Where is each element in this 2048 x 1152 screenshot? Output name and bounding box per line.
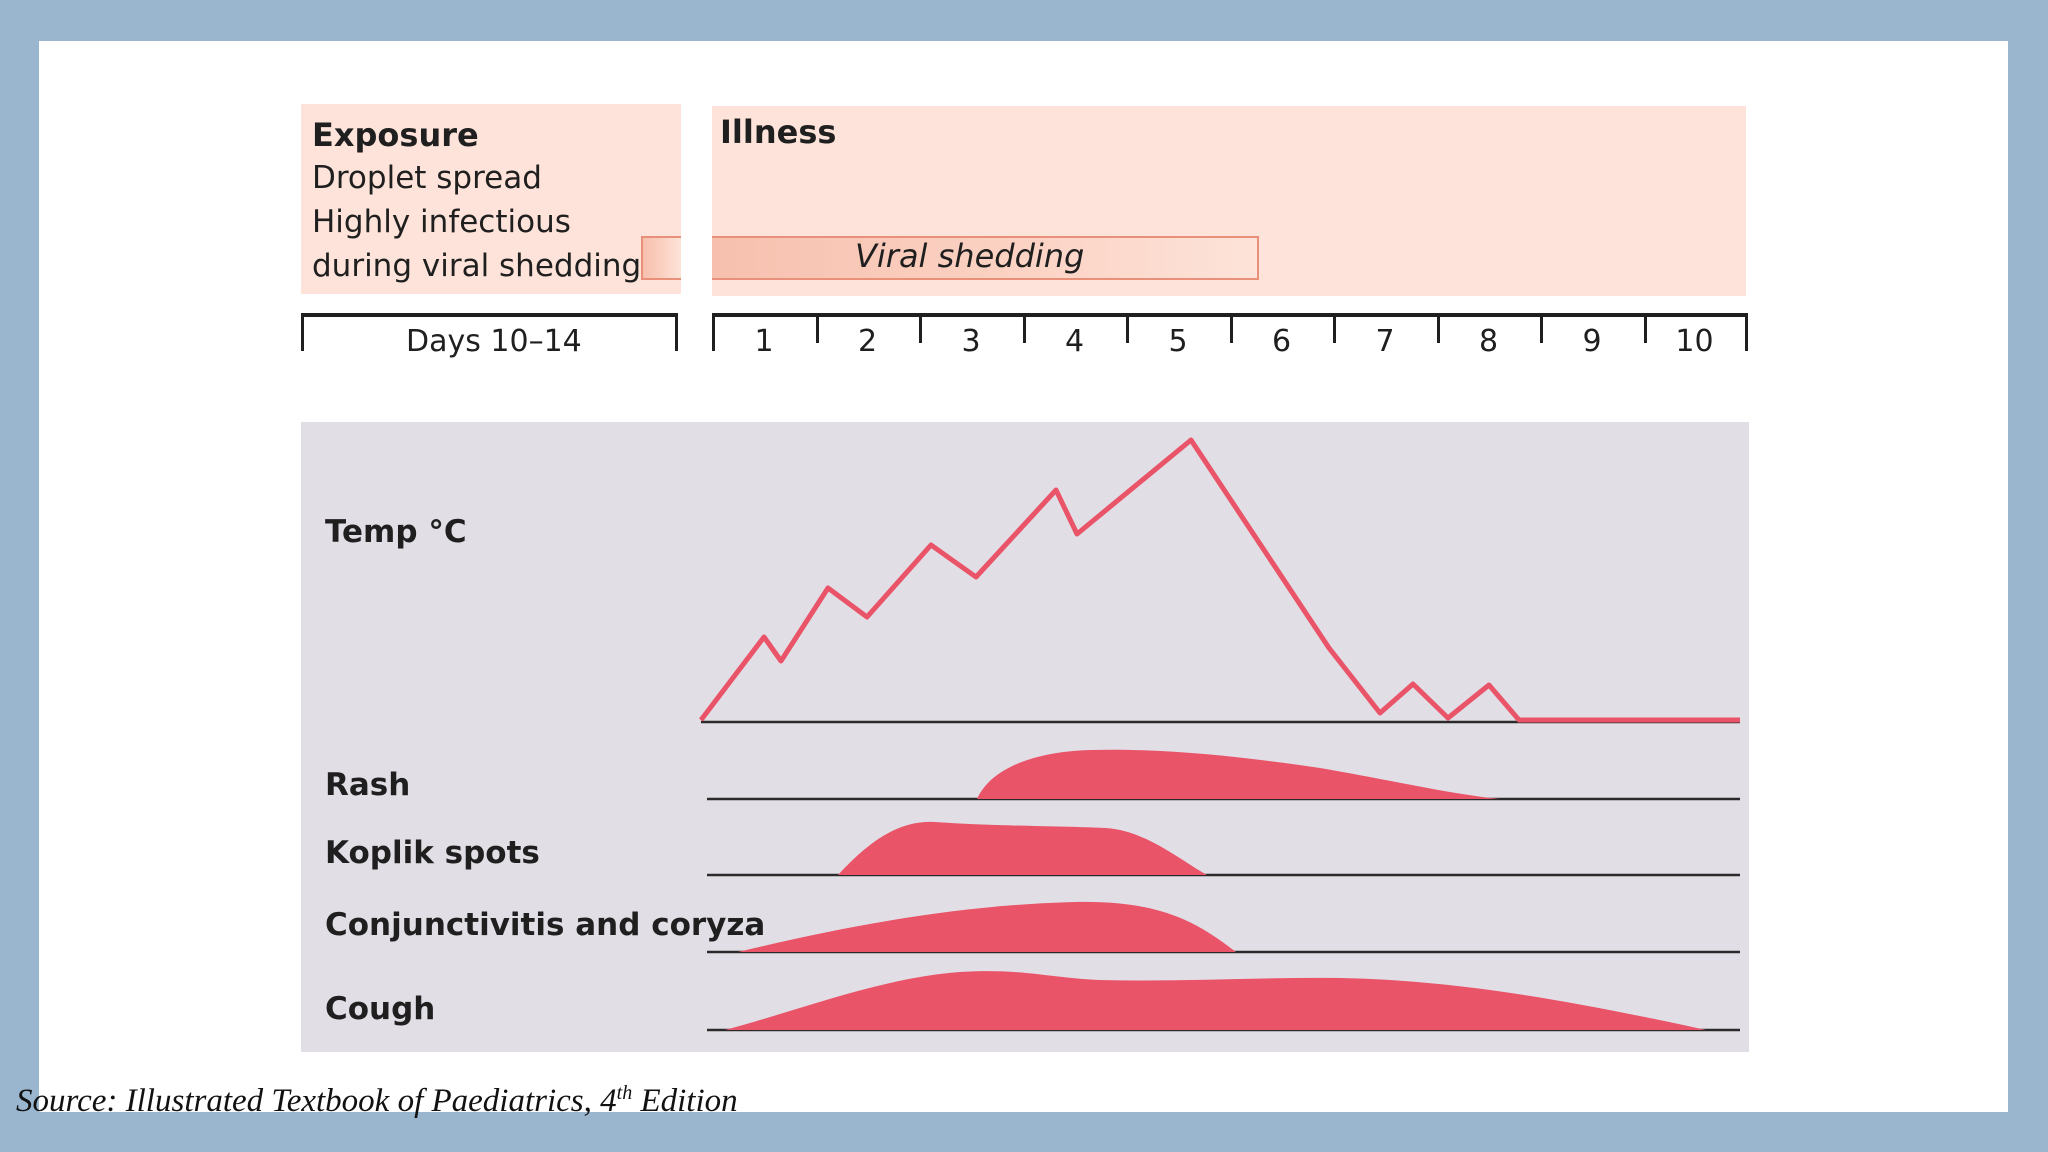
viral-shedding-bar xyxy=(712,236,1259,280)
day-tick xyxy=(919,313,922,343)
conjunctivitis-curve xyxy=(738,901,1236,952)
incubation-tick-end xyxy=(675,313,678,351)
row-label-conjunctivitis: Conjunctivitis and coryza xyxy=(325,907,766,943)
row-label-rash: Rash xyxy=(325,767,411,803)
day-tick xyxy=(816,313,819,343)
exposure-line-3: during viral shedding xyxy=(312,248,642,284)
row-label-koplik: Koplik spots xyxy=(325,835,540,871)
cough-curve xyxy=(725,971,1706,1030)
day-tick xyxy=(1023,313,1026,343)
day-tick xyxy=(1745,313,1748,351)
day-label: 2 xyxy=(857,324,878,359)
viral-shedding-bar-exposure xyxy=(641,236,681,280)
day-label: 6 xyxy=(1271,324,1292,359)
incubation-label: Days 10–14 xyxy=(406,324,582,359)
row-label-cough: Cough xyxy=(325,991,436,1027)
day-label: 9 xyxy=(1582,324,1602,359)
day-label: 1 xyxy=(754,324,774,359)
day-label: 4 xyxy=(1064,324,1085,359)
exposure-line-1: Droplet spread xyxy=(312,160,542,196)
day-tick xyxy=(1540,313,1543,343)
day-tick xyxy=(1230,313,1233,343)
day-label: 3 xyxy=(961,324,981,359)
row-label-temp: Temp °C xyxy=(325,514,467,550)
day-label: 7 xyxy=(1375,324,1395,359)
day-label: 10 xyxy=(1675,324,1714,359)
incubation-tick-start xyxy=(301,313,304,351)
exposure-line-2: Highly infectious xyxy=(312,204,571,240)
day-tick xyxy=(1644,313,1647,343)
day-tick xyxy=(1437,313,1440,343)
day-tick xyxy=(1126,313,1129,343)
exposure-panel xyxy=(301,104,681,294)
day-tick xyxy=(1333,313,1336,343)
exposure-title: Exposure xyxy=(312,116,479,154)
viral-shedding-label: Viral shedding xyxy=(855,237,1085,275)
temperature-line xyxy=(699,437,1740,723)
koplik-curve xyxy=(838,821,1207,875)
day-label: 5 xyxy=(1168,324,1188,359)
incubation-axis xyxy=(301,313,678,317)
source-citation: Source: Illustrated Textbook of Paediatr… xyxy=(16,1082,738,1119)
day-tick xyxy=(712,313,715,351)
day-label: 8 xyxy=(1478,324,1499,359)
rash-curve xyxy=(977,749,1500,799)
illness-title: Illness xyxy=(720,113,837,151)
